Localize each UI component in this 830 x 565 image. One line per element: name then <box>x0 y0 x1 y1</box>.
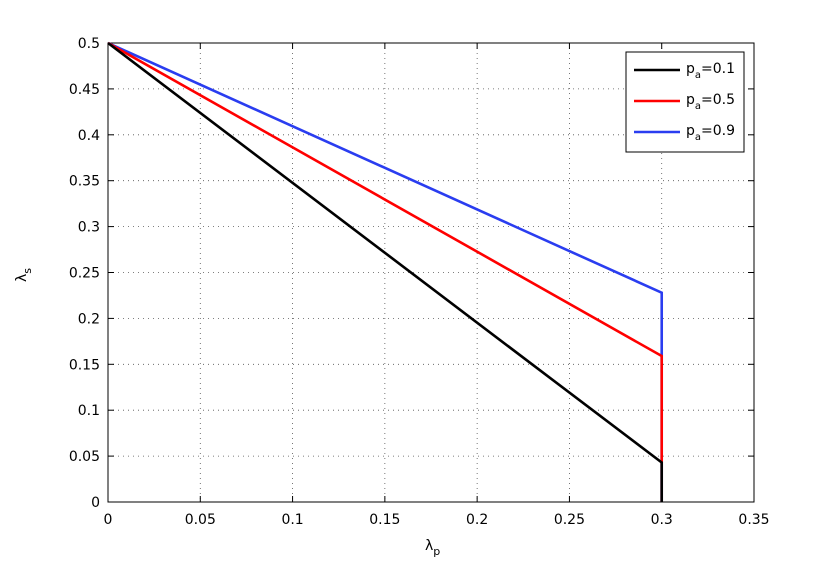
legend-label: pa=0.1 <box>686 61 735 81</box>
y-tick-label: 0.15 <box>69 357 100 373</box>
x-tick-label: 0.2 <box>466 512 488 528</box>
legend-label: pa=0.9 <box>686 123 735 143</box>
y-tick-label: 0.3 <box>78 220 100 236</box>
y-tick-label: 0.45 <box>69 82 100 98</box>
legend: pa=0.1 pa=0.5 pa=0.9 <box>625 51 745 153</box>
y-tick-label: 0.35 <box>69 174 100 190</box>
x-tick-label: 0.3 <box>651 512 673 528</box>
x-tick-label: 0.1 <box>281 512 303 528</box>
x-tick-label: 0 <box>104 512 113 528</box>
y-tick-label: 0 <box>91 495 100 511</box>
y-axis-label: λs <box>14 268 34 282</box>
y-tick-label: 0.1 <box>78 403 100 419</box>
series-line <box>107 41 664 502</box>
y-tick-label: 0.25 <box>69 266 100 282</box>
x-tick-label: 0.05 <box>185 512 216 528</box>
series-line <box>107 41 664 502</box>
y-tick-label: 0.05 <box>69 449 100 465</box>
y-tick-label: 0.5 <box>78 36 100 52</box>
y-tick-label: 0.4 <box>78 128 100 144</box>
x-axis-label: λp <box>425 538 440 558</box>
axes-box <box>107 42 755 503</box>
x-tick-label: 0.25 <box>554 512 585 528</box>
x-tick-label: 0.35 <box>738 512 769 528</box>
y-tick-label: 0.2 <box>78 311 100 327</box>
legend-label: pa=0.5 <box>686 92 735 112</box>
x-tick-label: 0.15 <box>369 512 400 528</box>
